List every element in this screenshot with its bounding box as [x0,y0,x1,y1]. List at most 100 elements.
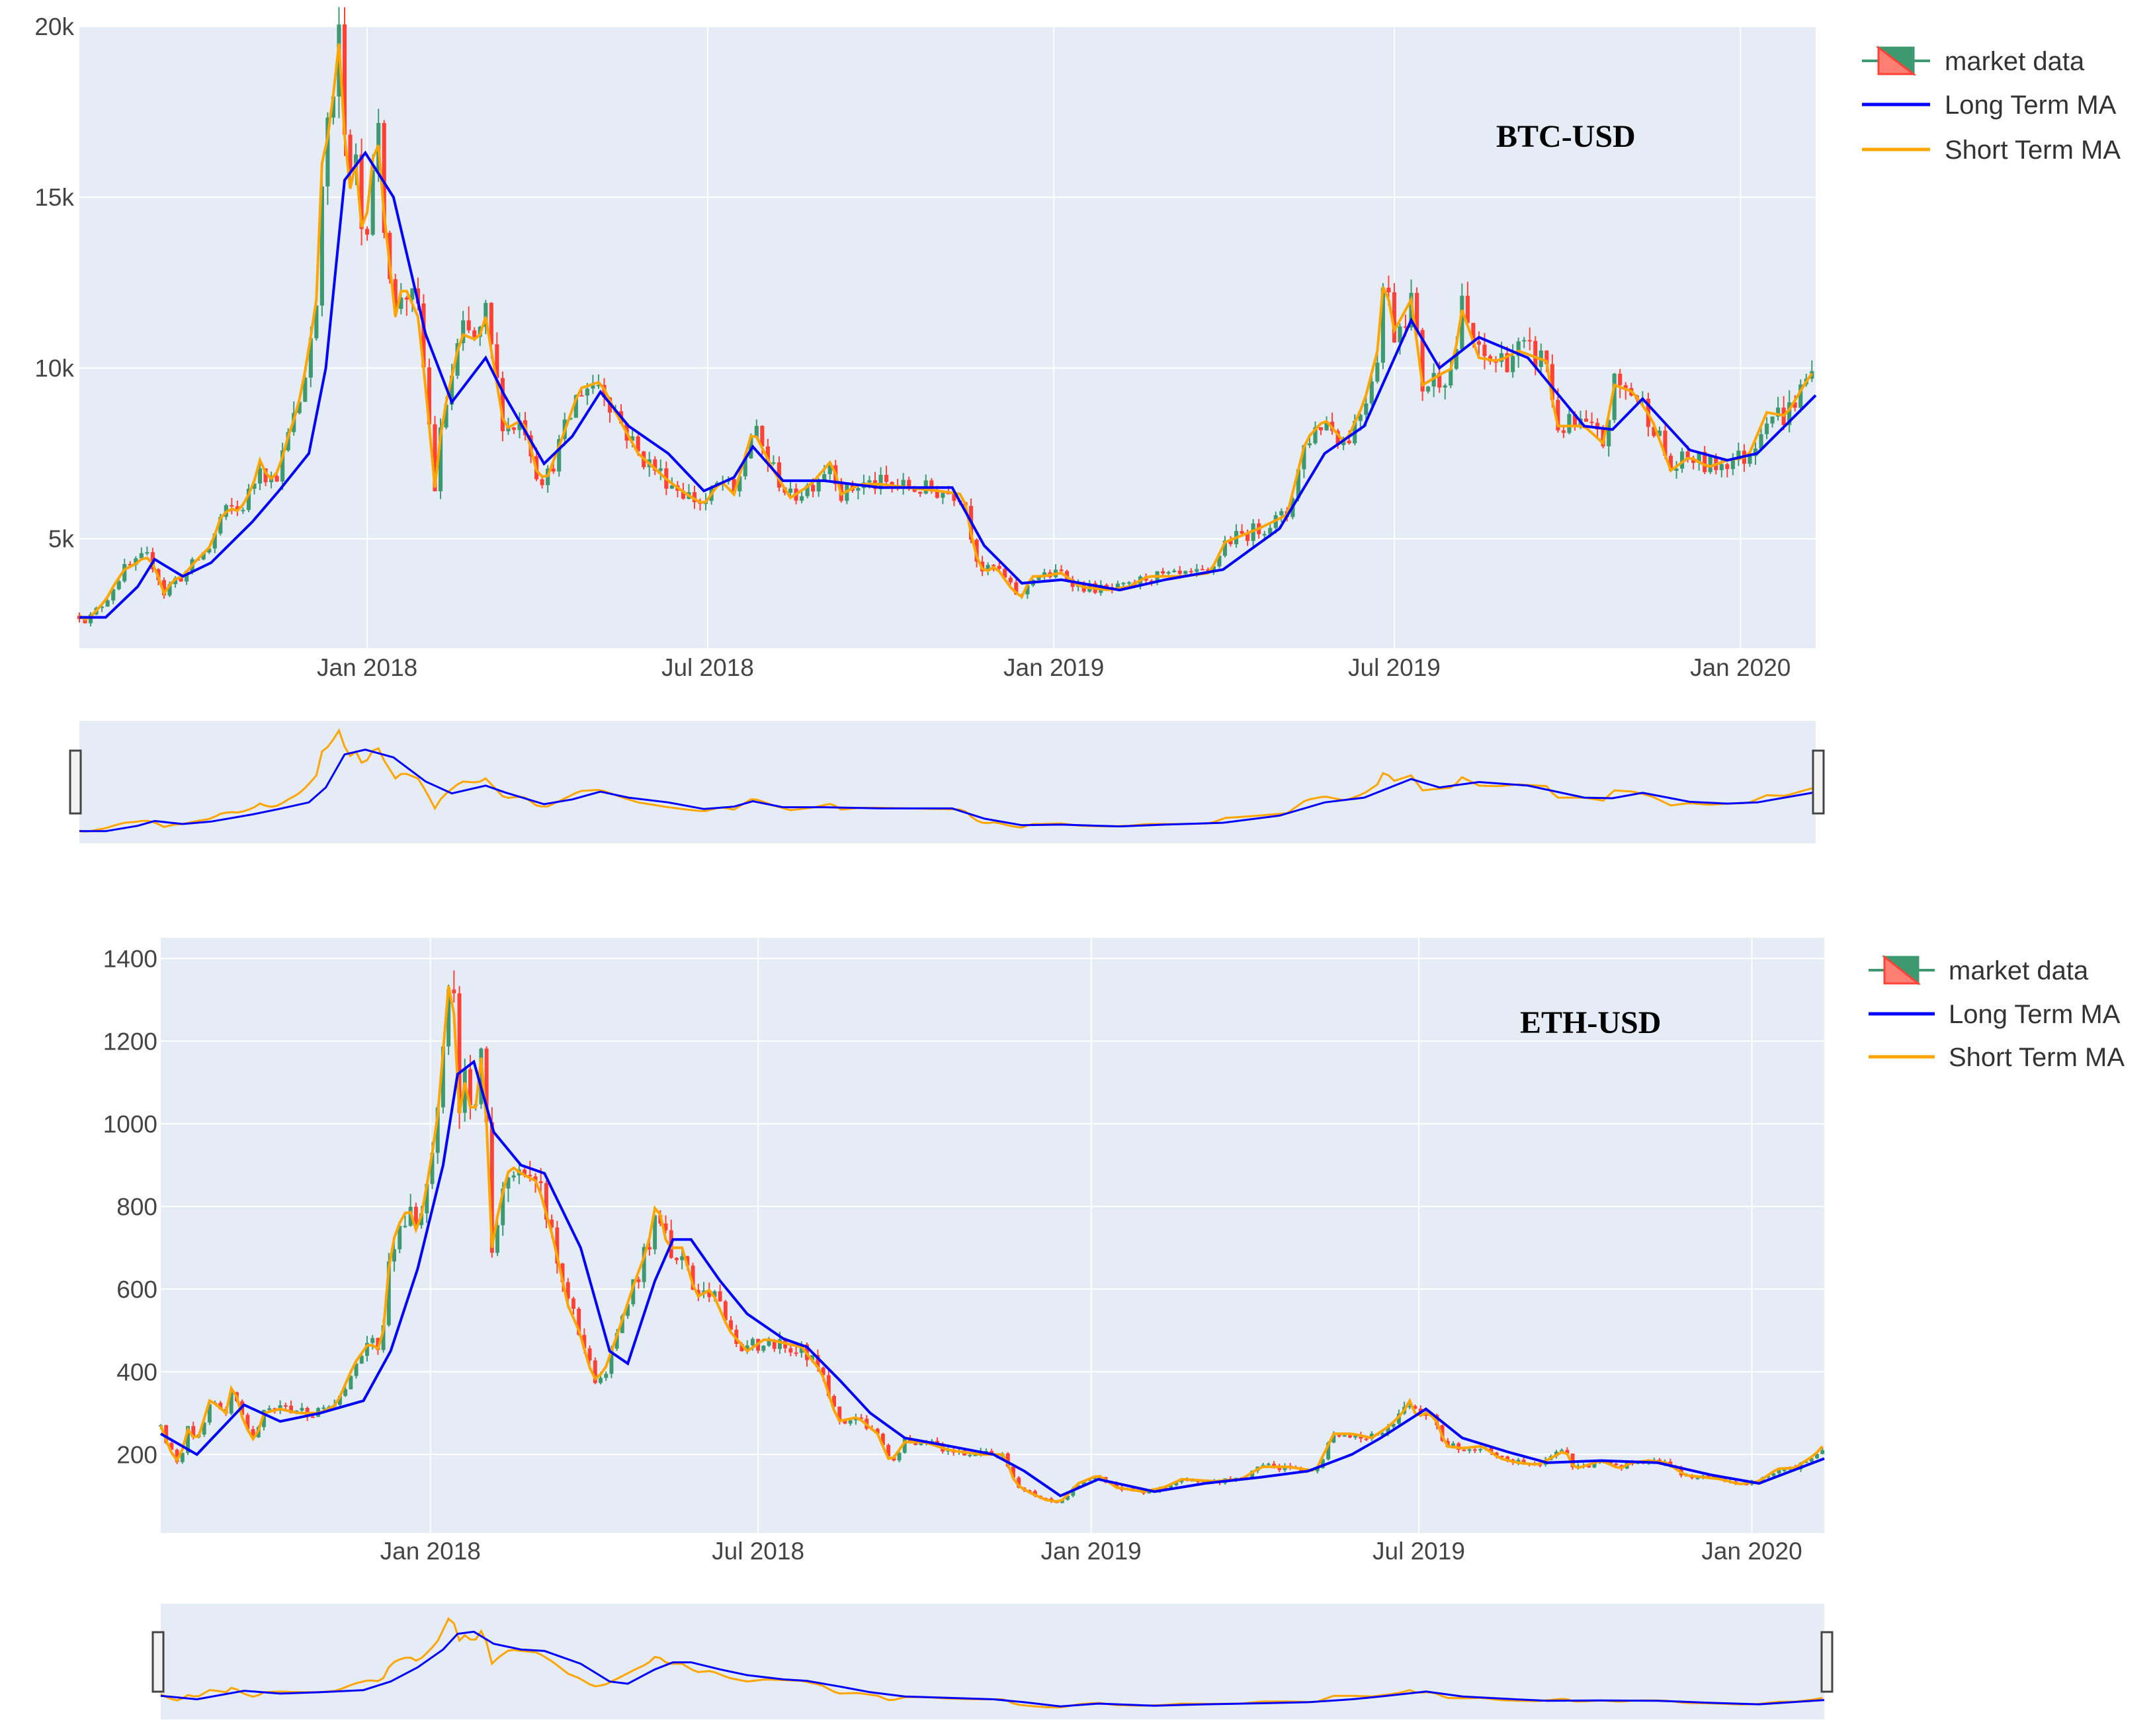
eth-candle-body [696,1290,700,1294]
btc-candle-body [218,517,223,534]
eth-ytick-label: 200 [116,1441,157,1468]
btc-candle-body [935,490,939,498]
btc-candle-body [342,24,347,135]
eth-candle-body [810,1354,815,1360]
eth-candle-body [1695,1477,1700,1479]
btc-candle-body [1471,323,1476,342]
btc-candle-body [1652,427,1656,436]
btc-candle-body [331,96,336,118]
btc-range-slider-right-handle[interactable] [1812,749,1825,815]
eth-candle-body [164,1425,169,1443]
btc-candle-body [517,420,522,431]
btc-candle-body [1014,582,1019,595]
btc-candle-body [1025,585,1030,595]
btc-candle-body [484,303,488,327]
btc-candle-body [952,493,956,501]
eth-candle-body [1815,1454,1820,1459]
eth-candle-body [642,1247,646,1282]
btc-candle-body [738,476,742,491]
btc-candle-body [805,485,810,497]
eth-candle-body [821,1367,825,1376]
eth-candle-body [1521,1460,1526,1464]
btc-candle-body [139,553,144,559]
btc-candle-body [816,479,821,492]
btc-candle-body [1150,580,1154,582]
eth-candle-body [501,1188,505,1225]
eth-candle-body [1478,1449,1482,1451]
btc-xtick-label: Jul 2019 [1348,654,1441,681]
eth-candle-body [425,1184,429,1214]
btc-candle-body [1172,570,1177,573]
btc-chart: 5k 10k 15k 20k Jan 2018 Jul 2018 Jan 201… [34,7,2121,843]
eth-candle-body [202,1422,206,1435]
eth-candle-body [707,1290,712,1298]
btc-y-axis: 5k 10k 15k 20k [34,13,74,553]
btc-candle-body [540,479,544,485]
btc-legend-market-data[interactable]: market data [1862,45,2085,77]
btc-legend-long-ma[interactable]: Long Term MA [1862,91,2117,120]
eth-candle-body [1342,1435,1347,1437]
eth-range-slider[interactable] [151,1604,1834,1719]
eth-candle-body [1364,1438,1369,1440]
eth-legend-long-ma[interactable]: Long Term MA [1869,1000,2121,1029]
btc-candle-body [1369,381,1374,404]
btc-candle-body [1420,330,1425,392]
eth-candle-body [1093,1477,1097,1479]
eth-candle-body [604,1374,609,1378]
eth-candle-body [446,989,451,1047]
eth-candle-body [674,1258,679,1261]
eth-range-slider-left-handle[interactable] [151,1631,165,1693]
eth-candle-body [555,1227,560,1264]
btc-candle-body [1674,468,1679,471]
eth-candle-body [1250,1470,1255,1477]
btc-candle-body [1375,362,1380,382]
btc-candle-body [1437,372,1442,388]
btc-candle-body [1657,431,1662,436]
eth-chart: 200 400 600 800 1000 1200 1400 Jan 2018 … [103,938,2125,1719]
btc-candle-body [399,298,403,310]
btc-candle-body [1522,340,1527,342]
btc-candle-body [207,548,212,553]
eth-candle-body [1266,1464,1271,1466]
eth-candle-body [337,1395,342,1405]
btc-candle-body [1776,407,1781,417]
btc-candle-body [1703,452,1707,472]
btc-range-slider-left-handle[interactable] [69,749,82,815]
btc-candle-body [438,427,443,491]
eth-candle-body [680,1256,685,1261]
eth-candle-body [593,1360,597,1384]
btc-candle-body [111,589,116,600]
btc-candle-body [500,378,505,432]
btc-candle-body [433,424,437,491]
eth-candle-body [245,1415,250,1429]
btc-candle-body [1302,445,1306,470]
btc-candle-body [986,565,990,571]
btc-candle-body [235,506,239,511]
btc-range-slider[interactable] [69,721,1825,843]
btc-candle-body [1505,353,1509,372]
eth-legend-market-data[interactable]: market data [1869,954,2089,986]
btc-candle-body [274,475,279,482]
eth-candle-body [1489,1448,1494,1453]
btc-candle-body [1550,364,1554,400]
btc-candle-body [1476,341,1481,345]
eth-candle-body [310,1417,315,1419]
eth-legend-short-ma[interactable]: Short Term MA [1869,1043,2125,1072]
btc-chart-title: BTC-USD [1496,119,1636,154]
eth-range-slider-right-handle[interactable] [1820,1631,1834,1693]
eth-candle-body [750,1339,755,1346]
btc-candle-body [658,468,663,471]
eth-candle-body [1115,1482,1119,1487]
eth-candle-body [1272,1464,1277,1466]
btc-candle-body [410,288,415,300]
eth-candle-body [1396,1413,1401,1424]
eth-candle-body [392,1249,396,1262]
eth-candle-body [1592,1462,1597,1467]
btc-candle-body [280,450,285,482]
eth-candle-body [587,1348,592,1361]
eth-candle-body [848,1420,853,1424]
eth-candle-body [191,1426,196,1438]
eth-candle-body [620,1315,624,1333]
btc-legend-short-ma[interactable]: Short Term MA [1862,136,2121,165]
eth-candle-body [880,1434,885,1446]
